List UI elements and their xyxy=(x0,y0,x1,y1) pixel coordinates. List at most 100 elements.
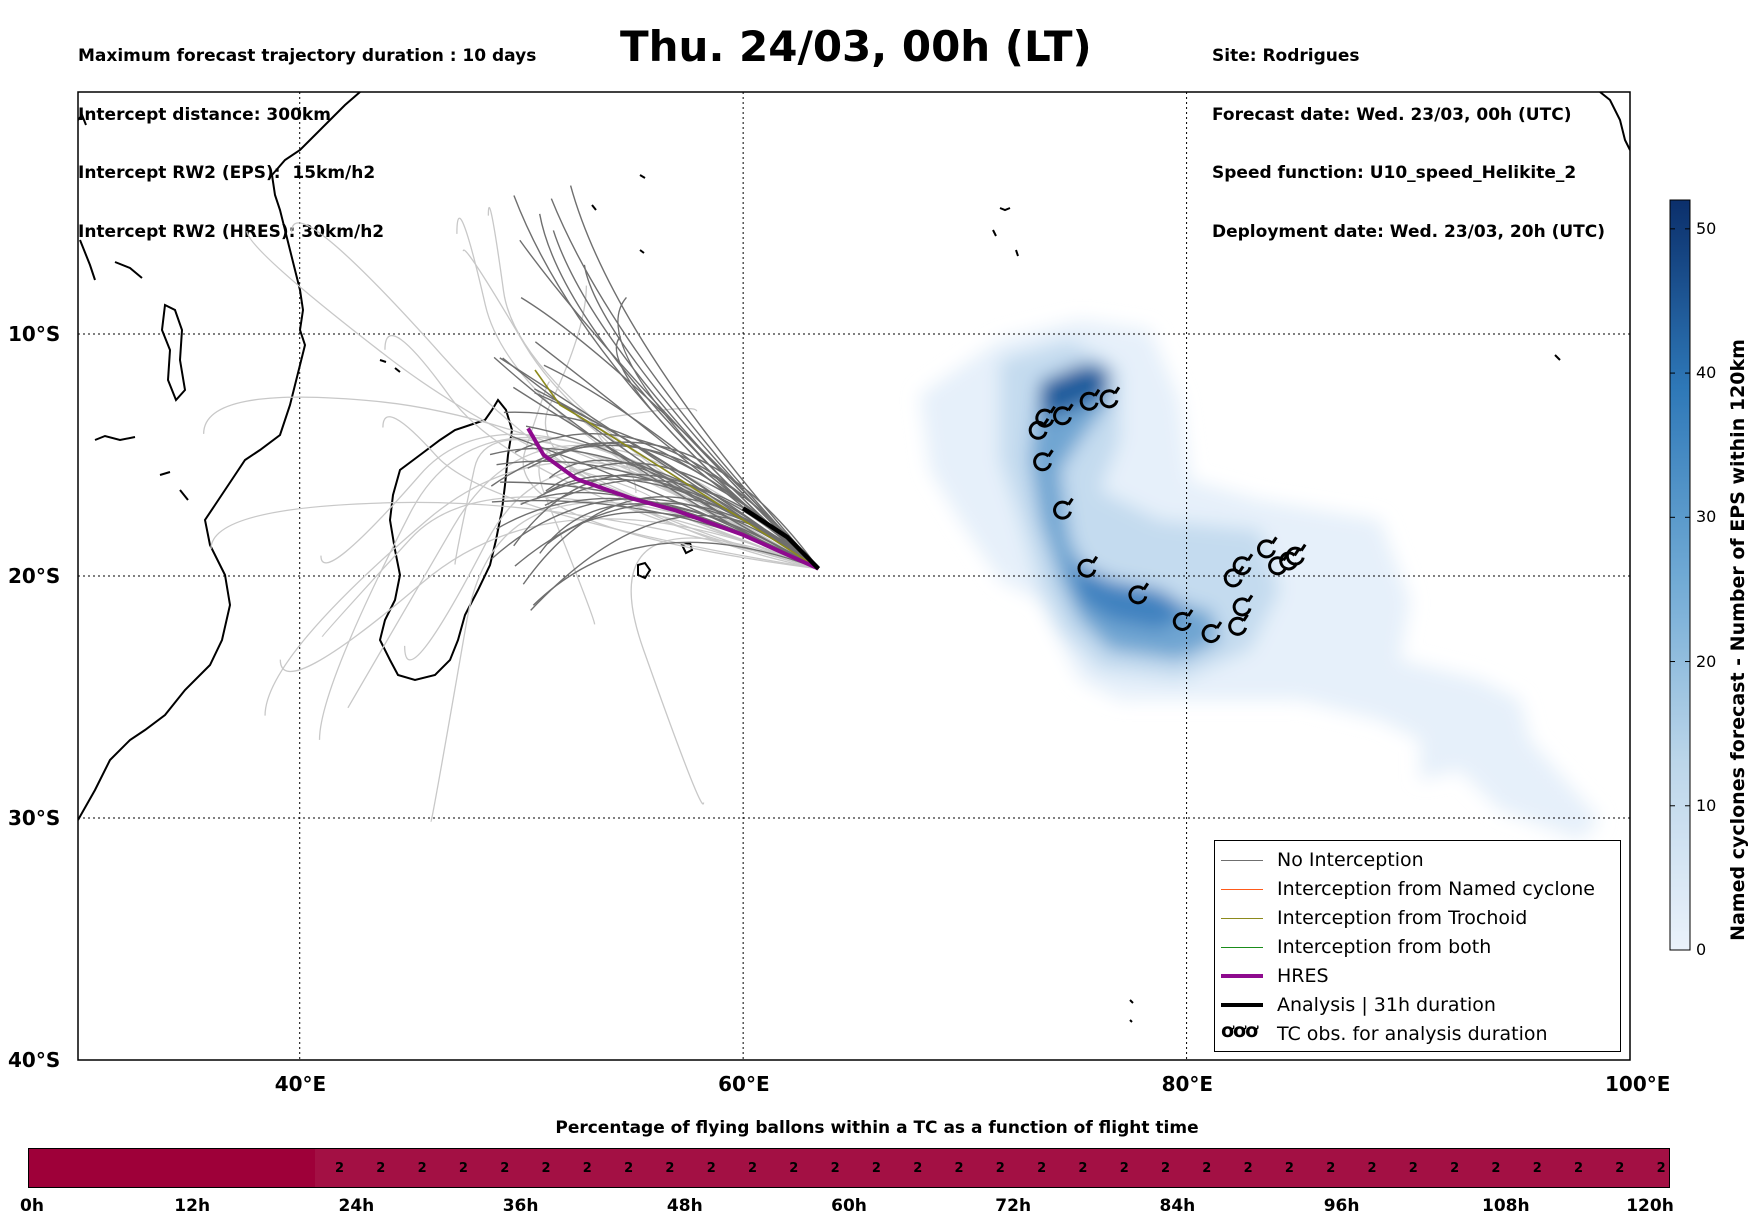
header-line: Maximum forecast trajectory duration : 1… xyxy=(78,46,537,66)
timeline-bar-value: 2 xyxy=(1243,1161,1253,1176)
header-line: Intercept RW2 (EPS): 15km/h2 xyxy=(78,163,376,183)
gridlines xyxy=(78,92,1630,1060)
timeline-tick-label: 60h xyxy=(831,1196,867,1216)
cyclone-density-field xyxy=(920,320,1600,840)
tc-obs-marker xyxy=(1099,386,1121,409)
tc-obs-marker xyxy=(1232,553,1254,576)
legend-item-tc-obs: ơơơ TC obs. for analysis duration xyxy=(1215,1020,1620,1047)
legend-label: Analysis | 31h duration xyxy=(1277,994,1496,1016)
madagascar xyxy=(378,398,514,682)
timeline-bar-value: 2 xyxy=(789,1161,799,1176)
trajectory-no-interception xyxy=(569,185,820,570)
timeline-bar-value: 2 xyxy=(1574,1161,1584,1176)
timeline-bar-value: 2 xyxy=(830,1161,840,1176)
timeline-bar-value: 2 xyxy=(1367,1161,1377,1176)
header-line: Speed function: U10_speed_Helikite_2 xyxy=(1212,163,1577,183)
seychelles-islands xyxy=(591,174,646,254)
legend-swatch xyxy=(1221,947,1263,948)
timeline-tick-label: 120h xyxy=(1626,1196,1674,1216)
tc-obs-marker xyxy=(1077,555,1099,578)
legend-swatch xyxy=(1221,1003,1263,1007)
africa-coast xyxy=(78,92,361,821)
lon-label: 40°E xyxy=(274,1072,327,1096)
legend-swatch xyxy=(1221,860,1263,861)
timeline-bar-value: 2 xyxy=(995,1161,1005,1176)
header-line: Intercept RW2 (HRES): 30km/h2 xyxy=(78,221,385,242)
legend-item-both: Interception from both xyxy=(1215,934,1620,960)
timeline-bar-value: 2 xyxy=(665,1161,675,1176)
header-line: Deployment date: Wed. 23/03, 20h (UTC) xyxy=(1212,221,1606,242)
comoros-islands xyxy=(379,359,401,373)
colorbar-tick-label: 0 xyxy=(1696,940,1707,959)
timeline-bar-value: 2 xyxy=(1532,1161,1542,1176)
tc-obs-marker xyxy=(1033,449,1054,472)
timeline-tick-label: 108h xyxy=(1482,1196,1530,1216)
timeline-bar-value: 2 xyxy=(458,1161,468,1176)
trajectory-no-interception xyxy=(550,198,820,570)
timeline-bar-value: 2 xyxy=(1408,1161,1418,1176)
timeline-bar-value: 2 xyxy=(1326,1161,1336,1176)
legend-label: No Interception xyxy=(1277,849,1424,871)
legend-item-trochoid: Interception from Trochoid xyxy=(1215,905,1620,931)
lat-label: 20°S xyxy=(8,564,61,588)
colorbar-tick-label: 50 xyxy=(1696,218,1717,238)
trajectory-no-interception xyxy=(502,357,819,570)
timeline-tick-label: 84h xyxy=(1159,1196,1196,1216)
header-right-info: Site: Rodrigues Forecast date: Wed. 23/0… xyxy=(1212,8,1605,262)
colorbar-title: Named cyclones forecast - Number of EPS … xyxy=(1727,339,1749,941)
timeline-bar-value: 2 xyxy=(1202,1161,1212,1176)
tc-obs-marker xyxy=(1079,388,1101,411)
trajectory-no-interception xyxy=(538,213,819,570)
trajectory-no-interception xyxy=(527,441,820,570)
timeline-bar-value: 2 xyxy=(541,1161,551,1176)
trajectory-far xyxy=(210,501,819,570)
colorbar-tick-label: 20 xyxy=(1696,651,1717,671)
tc-obs-marker xyxy=(1257,536,1278,559)
trajectory-far xyxy=(630,537,819,805)
header-line: Forecast date: Wed. 23/03, 00h (UTC) xyxy=(1212,104,1572,125)
trajectory-far xyxy=(382,416,819,570)
timeline-tick-label: 24h xyxy=(338,1196,375,1216)
trajectory-no-interception xyxy=(547,511,819,570)
timeline-title: Percentage of flying ballons within a TC… xyxy=(555,1118,1199,1138)
timeline-bar-value: 2 xyxy=(582,1161,592,1176)
trajectory-far xyxy=(454,439,819,570)
cocos-islands xyxy=(1554,354,1561,361)
timeline-bar: 2 2 2 2 2 2 2 2 2 2 2 2 2 2 2 2 2 2 2 2 2 2 2 2 2 2 2 2 2 2 2 2 2 xyxy=(28,1148,1670,1188)
timeline-bar-value: 2 xyxy=(871,1161,881,1176)
timeline-bar-value: 2 xyxy=(1615,1161,1625,1176)
trajectory-trochoid xyxy=(534,369,819,570)
legend-label: HRES xyxy=(1277,965,1329,987)
lat-label: 40°S xyxy=(8,1048,61,1072)
trajectory-far xyxy=(384,334,819,570)
timeline-bar-value: 2 xyxy=(1491,1161,1501,1176)
sumatra-coast xyxy=(1599,92,1630,151)
colorbar-ticks xyxy=(1670,228,1690,951)
timeline-bar-value: 2 xyxy=(1656,1161,1666,1176)
cyclone-symbol-icon: ơơơ xyxy=(1221,1020,1258,1042)
colorbar-tick-label: 10 xyxy=(1696,795,1717,815)
timeline-tick-label: 12h xyxy=(174,1196,211,1216)
trajectory-tracks xyxy=(202,185,821,822)
tc-obs-marker xyxy=(1228,613,1249,636)
tc-obs-marker xyxy=(1035,405,1056,428)
timeline-bar-value: 2 xyxy=(1037,1161,1047,1176)
somali-islands xyxy=(160,303,187,402)
hres-track xyxy=(526,427,820,571)
timeline-bar-value: 2 xyxy=(500,1161,510,1176)
lon-label: 60°E xyxy=(718,1072,770,1096)
legend-label: Interception from both xyxy=(1277,936,1492,958)
timeline-bar-value: 2 xyxy=(1284,1161,1294,1176)
map-frame xyxy=(77,91,1631,1061)
timeline-bar-empty-segment xyxy=(29,1149,315,1187)
tc-obs-marker xyxy=(1279,548,1300,571)
tc-obs-marker xyxy=(1172,609,1194,631)
tc-obs-marker xyxy=(1053,403,1074,426)
arabian-coast xyxy=(78,113,143,281)
lon-label: 100°E xyxy=(1605,1072,1671,1096)
header-left-info: Maximum forecast trajectory duration : 1… xyxy=(78,8,536,262)
timeline-bar-value: 2 xyxy=(748,1161,758,1176)
tc-obs-marker xyxy=(1201,621,1223,644)
trajectory-far xyxy=(321,496,819,638)
